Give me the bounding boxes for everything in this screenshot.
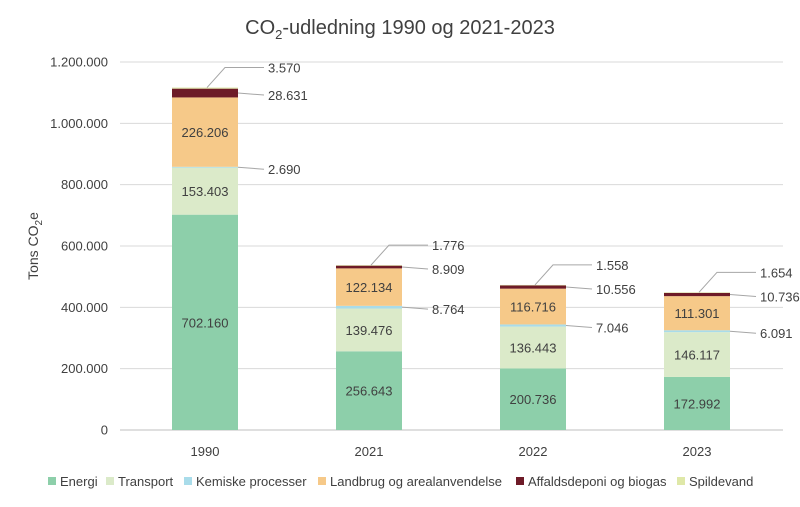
- leader-line: [534, 264, 592, 286]
- y-axis-title: Tons CO2e: [25, 212, 45, 280]
- bar-segment: [336, 265, 402, 266]
- data-label: 28.631: [268, 88, 308, 103]
- data-label: 8.909: [432, 262, 465, 277]
- data-label: 122.134: [346, 280, 393, 295]
- bar-segment: [172, 166, 238, 168]
- bar-segment: [172, 88, 238, 98]
- legend-swatch: [184, 477, 192, 485]
- legend-label: Transport: [118, 474, 174, 489]
- data-labels: 702.160 153.403 226.206 2.690 28.631 3.570 256…: [182, 61, 800, 412]
- bar-segment: [500, 324, 566, 327]
- legend-label: Affaldsdeponi og biogas: [528, 474, 667, 489]
- bar-segment: [336, 268, 402, 306]
- bar-segment: [500, 368, 566, 430]
- data-label: 256.643: [346, 384, 393, 399]
- y-tick-label: 200.000: [61, 361, 108, 376]
- leader-line: [729, 330, 757, 334]
- leader-line: [698, 271, 756, 293]
- legend-swatch: [516, 477, 524, 485]
- data-label: 1.776: [432, 238, 465, 253]
- bar-segment: [172, 87, 238, 89]
- chart-title: CO2-udledning 1990 og 2021-2023: [245, 17, 555, 42]
- legend: Energi Transport Kemiske processer Landbrug…: [48, 474, 753, 489]
- leader-line: [206, 67, 264, 88]
- data-label: 146.117: [674, 348, 720, 363]
- y-tick-label: 600.000: [61, 239, 108, 254]
- data-label: 172.992: [674, 396, 721, 411]
- leader-line: [401, 266, 429, 270]
- legend-swatch: [48, 477, 56, 485]
- data-label: 153.403: [182, 184, 229, 199]
- leader-line: [565, 286, 593, 290]
- legend-swatch: [106, 477, 114, 485]
- legend-label: Energi: [60, 474, 98, 489]
- data-label: 1.654: [760, 265, 793, 280]
- legend-swatch: [318, 477, 326, 485]
- data-label: 116.716: [510, 300, 556, 315]
- data-label: 200.736: [510, 392, 557, 407]
- leader-line: [401, 306, 429, 310]
- data-label: 3.570: [268, 61, 301, 76]
- legend-label: Spildevand: [689, 474, 753, 489]
- bar-segment: [172, 214, 238, 430]
- y-tick-label: 1.000.000: [50, 116, 108, 131]
- bar-segment: [336, 308, 402, 352]
- bar-segment: [172, 167, 238, 215]
- y-tick-label: 800.000: [61, 177, 108, 192]
- legend-label: Landbrug og arealanvendelse: [330, 474, 502, 489]
- data-label: 139.476: [346, 323, 393, 338]
- legend-swatch: [677, 477, 685, 485]
- bar-segment: [664, 332, 730, 377]
- bars: [172, 87, 730, 430]
- leader-line: [729, 293, 757, 297]
- data-label: 7.046: [596, 321, 629, 336]
- data-label: 2.690: [268, 162, 301, 177]
- bar-segment: [336, 265, 402, 269]
- y-tick-label: 400.000: [61, 300, 108, 315]
- data-label: 111.301: [674, 306, 719, 321]
- bar-segment: [664, 376, 730, 430]
- data-label: 226.206: [182, 125, 229, 140]
- bar-segment: [664, 330, 730, 333]
- bar-segment: [172, 97, 238, 167]
- x-axis: 1990 2021 2022 2023: [191, 444, 712, 459]
- leader-line: [370, 244, 428, 266]
- bar-segment: [664, 292, 730, 297]
- bar-segment: [500, 285, 566, 289]
- bar-segment: [664, 296, 730, 331]
- leader-line: [565, 325, 593, 329]
- data-label: 10.556: [596, 282, 636, 297]
- bar-segment: [500, 288, 566, 325]
- bar-segment: [336, 351, 402, 430]
- bar-segment: [336, 305, 402, 309]
- x-tick-label: 2022: [519, 444, 548, 459]
- y-tick-label: 1.200.000: [50, 55, 108, 70]
- leader-line: [237, 166, 265, 170]
- legend-label: Kemiske processer: [196, 474, 307, 489]
- bar-segment: [664, 292, 730, 293]
- data-label: 136.443: [510, 341, 557, 356]
- y-axis: 0 200.000 400.000 600.000 800.000 1.000.000 1.…: [50, 55, 108, 438]
- data-label: 6.091: [760, 326, 793, 341]
- bar-segment: [500, 326, 566, 369]
- x-tick-label: 2021: [355, 444, 384, 459]
- leader-line: [237, 92, 265, 96]
- data-label: 10.736: [760, 289, 800, 304]
- data-label: 702.160: [182, 315, 229, 330]
- x-tick-label: 2023: [683, 444, 712, 459]
- data-label: 1.558: [596, 258, 629, 273]
- x-tick-label: 1990: [191, 444, 220, 459]
- data-label: 8.764: [432, 302, 465, 317]
- y-tick-label: 0: [101, 423, 108, 438]
